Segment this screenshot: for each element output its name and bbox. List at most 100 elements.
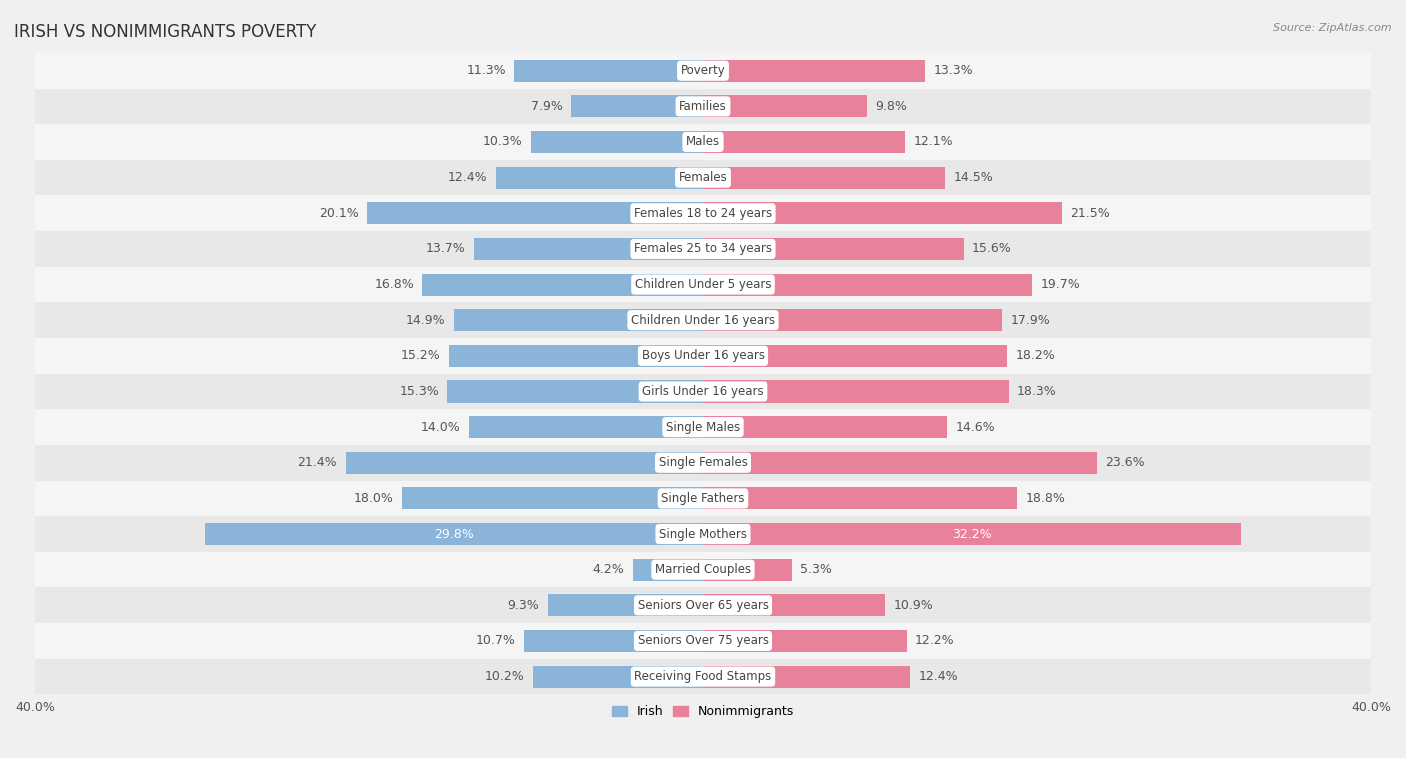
Text: Females 25 to 34 years: Females 25 to 34 years xyxy=(634,243,772,255)
Bar xyxy=(571,96,703,117)
Text: Children Under 16 years: Children Under 16 years xyxy=(631,314,775,327)
Bar xyxy=(35,338,1371,374)
Text: IRISH VS NONIMMIGRANTS POVERTY: IRISH VS NONIMMIGRANTS POVERTY xyxy=(14,23,316,41)
Bar xyxy=(346,452,703,474)
Text: 14.0%: 14.0% xyxy=(420,421,461,434)
Text: 17.9%: 17.9% xyxy=(1011,314,1050,327)
Text: 10.7%: 10.7% xyxy=(477,634,516,647)
Bar xyxy=(533,666,703,688)
Text: 15.6%: 15.6% xyxy=(972,243,1012,255)
Bar xyxy=(205,523,703,545)
Bar xyxy=(35,124,1371,160)
Text: Seniors Over 65 years: Seniors Over 65 years xyxy=(637,599,769,612)
Text: Poverty: Poverty xyxy=(681,64,725,77)
Bar xyxy=(703,238,963,260)
Text: 12.4%: 12.4% xyxy=(449,171,488,184)
Text: 12.2%: 12.2% xyxy=(915,634,955,647)
Text: Males: Males xyxy=(686,136,720,149)
Text: Girls Under 16 years: Girls Under 16 years xyxy=(643,385,763,398)
Text: 11.3%: 11.3% xyxy=(467,64,506,77)
Text: 29.8%: 29.8% xyxy=(434,528,474,540)
Legend: Irish, Nonimmigrants: Irish, Nonimmigrants xyxy=(606,700,800,723)
Text: Single Fathers: Single Fathers xyxy=(661,492,745,505)
Text: Children Under 5 years: Children Under 5 years xyxy=(634,278,772,291)
Bar xyxy=(35,445,1371,481)
Bar xyxy=(35,374,1371,409)
Text: Married Couples: Married Couples xyxy=(655,563,751,576)
Text: Seniors Over 75 years: Seniors Over 75 years xyxy=(637,634,769,647)
Text: 9.3%: 9.3% xyxy=(508,599,540,612)
Text: 12.1%: 12.1% xyxy=(914,136,953,149)
Bar xyxy=(703,487,1017,509)
Text: Families: Families xyxy=(679,100,727,113)
Text: Females: Females xyxy=(679,171,727,184)
Bar xyxy=(496,167,703,189)
Bar xyxy=(703,381,1008,402)
Bar xyxy=(548,594,703,616)
Bar xyxy=(402,487,703,509)
Bar xyxy=(35,53,1371,89)
Bar xyxy=(703,131,905,153)
Text: 4.2%: 4.2% xyxy=(593,563,624,576)
Text: Single Males: Single Males xyxy=(666,421,740,434)
Text: 18.8%: 18.8% xyxy=(1025,492,1066,505)
Bar xyxy=(703,167,945,189)
Bar xyxy=(35,552,1371,587)
Text: 15.3%: 15.3% xyxy=(399,385,439,398)
Text: 7.9%: 7.9% xyxy=(531,100,562,113)
Text: Females 18 to 24 years: Females 18 to 24 years xyxy=(634,207,772,220)
Text: 12.4%: 12.4% xyxy=(918,670,957,683)
Text: 32.2%: 32.2% xyxy=(952,528,991,540)
Text: 10.3%: 10.3% xyxy=(482,136,523,149)
Bar xyxy=(703,452,1097,474)
Bar xyxy=(633,559,703,581)
Bar xyxy=(367,202,703,224)
Bar xyxy=(703,666,910,688)
Bar xyxy=(35,89,1371,124)
Text: Boys Under 16 years: Boys Under 16 years xyxy=(641,349,765,362)
Text: Single Mothers: Single Mothers xyxy=(659,528,747,540)
Bar xyxy=(447,381,703,402)
Bar xyxy=(515,60,703,82)
Bar xyxy=(703,96,866,117)
Bar xyxy=(703,309,1002,331)
Text: Single Females: Single Females xyxy=(658,456,748,469)
Text: 14.6%: 14.6% xyxy=(955,421,995,434)
Text: Source: ZipAtlas.com: Source: ZipAtlas.com xyxy=(1274,23,1392,33)
Text: 13.7%: 13.7% xyxy=(426,243,465,255)
Text: 5.3%: 5.3% xyxy=(800,563,832,576)
Text: 18.3%: 18.3% xyxy=(1017,385,1057,398)
Text: 10.9%: 10.9% xyxy=(893,599,934,612)
Bar xyxy=(474,238,703,260)
Bar xyxy=(35,160,1371,196)
Bar xyxy=(35,659,1371,694)
Text: 18.0%: 18.0% xyxy=(354,492,394,505)
Bar xyxy=(35,516,1371,552)
Bar xyxy=(703,416,946,438)
Bar xyxy=(35,196,1371,231)
Text: 9.8%: 9.8% xyxy=(875,100,907,113)
Bar xyxy=(35,481,1371,516)
Bar xyxy=(35,409,1371,445)
Bar xyxy=(470,416,703,438)
Bar xyxy=(703,274,1032,296)
Text: 20.1%: 20.1% xyxy=(319,207,359,220)
Text: 19.7%: 19.7% xyxy=(1040,278,1080,291)
Text: 18.2%: 18.2% xyxy=(1015,349,1054,362)
Bar xyxy=(703,60,925,82)
Bar xyxy=(35,587,1371,623)
Bar xyxy=(35,267,1371,302)
Bar xyxy=(703,523,1240,545)
Text: 14.9%: 14.9% xyxy=(406,314,446,327)
Text: 21.4%: 21.4% xyxy=(298,456,337,469)
Text: Receiving Food Stamps: Receiving Food Stamps xyxy=(634,670,772,683)
Text: 15.2%: 15.2% xyxy=(401,349,441,362)
Text: 10.2%: 10.2% xyxy=(485,670,524,683)
Text: 14.5%: 14.5% xyxy=(953,171,993,184)
Bar xyxy=(524,630,703,652)
Bar xyxy=(449,345,703,367)
Bar xyxy=(703,630,907,652)
Bar xyxy=(422,274,703,296)
Bar xyxy=(454,309,703,331)
Bar xyxy=(703,345,1007,367)
